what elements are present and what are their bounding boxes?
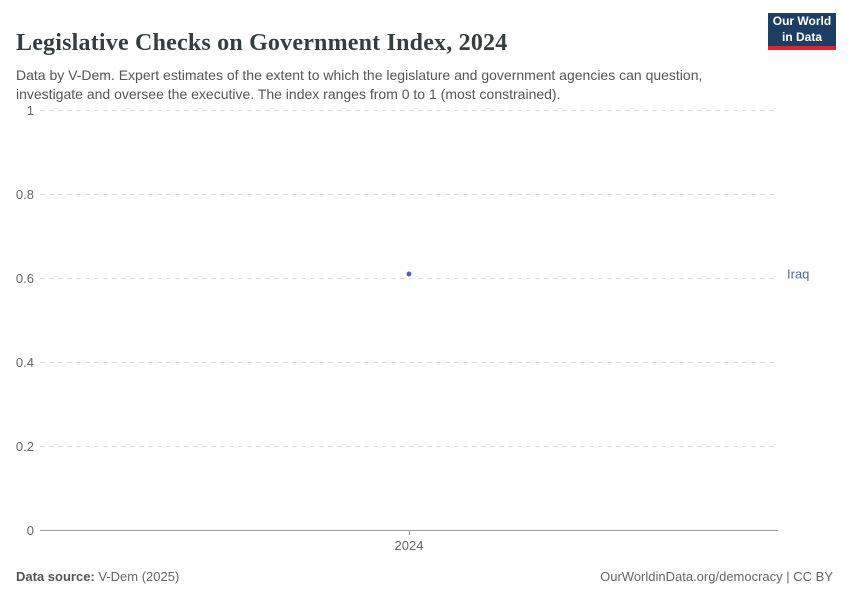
owid-logo: Our World in Data — [768, 13, 836, 50]
entity-label-iraq[interactable]: Iraq — [787, 266, 810, 282]
y-gridline — [40, 362, 778, 363]
data-source-label: Data source: — [16, 569, 95, 584]
y-gridline — [40, 110, 778, 111]
y-tick-label: 0.8 — [15, 187, 34, 202]
y-tick-label: 0.2 — [15, 439, 34, 454]
y-gridline — [40, 194, 778, 195]
data-point-iraq[interactable] — [406, 271, 412, 277]
x-tick-label: 2024 — [394, 538, 424, 553]
owid-logo-line1: Our World — [772, 14, 832, 29]
y-tick-label: 0.4 — [15, 355, 34, 370]
chart-subtitle: Data by V-Dem. Expert estimates of the e… — [16, 67, 703, 103]
data-source-note: Data source: V-Dem (2025) — [16, 569, 179, 584]
license-note[interactable]: OurWorldinData.org/democracy | CC BY — [600, 569, 833, 584]
page-title: Legislative Checks on Government Index, … — [16, 30, 508, 57]
y-tick-label: 1 — [26, 103, 34, 118]
owid-logo-line2: in Data — [781, 29, 822, 44]
data-source-value: V-Dem (2025) — [94, 569, 180, 584]
x-axis-tick — [409, 530, 410, 535]
y-tick-label: 0 — [26, 523, 34, 538]
y-tick-label: 0.6 — [15, 271, 34, 286]
y-gridline — [40, 446, 778, 447]
y-gridline — [40, 278, 778, 279]
